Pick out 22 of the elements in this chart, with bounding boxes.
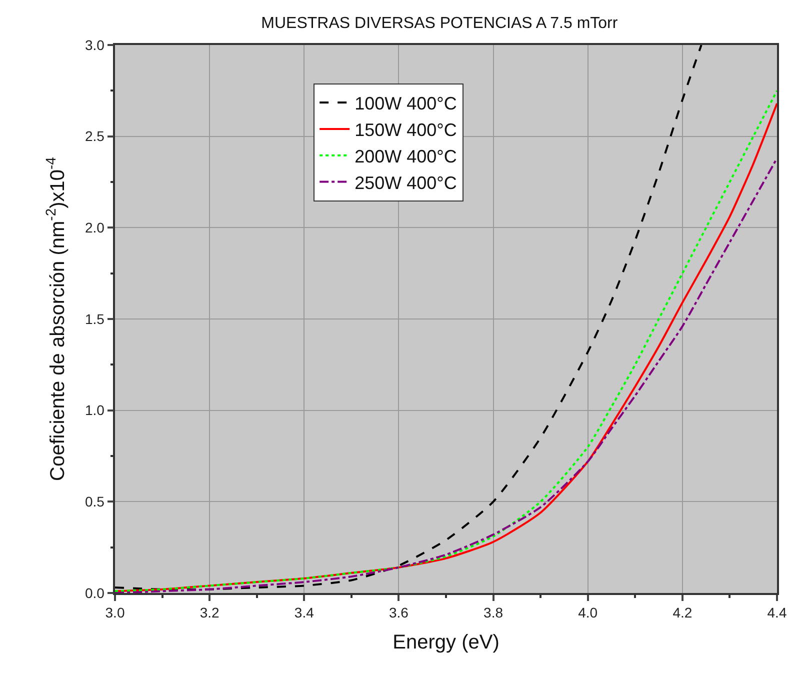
y-tick-label: 1.5	[84, 310, 105, 327]
x-tick-label: 3.8	[484, 604, 504, 621]
x-tick-label: 4.2	[672, 604, 692, 621]
x-tick-label: 3.0	[105, 604, 125, 621]
x-axis-title: Energy (eV)	[392, 632, 500, 654]
y-tick-label: 1.0	[84, 402, 105, 418]
x-tick-label: 3.6	[388, 604, 409, 621]
line-series	[115, 45, 702, 590]
x-tick-label: 3.2	[200, 604, 220, 621]
y-tick-label: 2.0	[84, 220, 105, 236]
x-tick-label: 4.0	[578, 604, 598, 621]
legend-label: 150W 400°C	[354, 120, 457, 140]
legend-label: 100W 400°C	[354, 94, 457, 114]
legend-label: 250W 400°C	[354, 172, 457, 193]
y-tick-label: 3.0	[84, 36, 105, 53]
chart-title: MUESTRAS DIVERSAS POTENCIAS A 7.5 mTorr	[261, 15, 618, 32]
y-tick-label: 0.5	[84, 494, 105, 510]
x-tick-label: 3.4	[294, 604, 314, 621]
y-tick-label: 0.0	[84, 584, 105, 601]
x-tick-label: 4.4	[767, 604, 787, 621]
legend-label: 200W 400°C	[354, 146, 457, 166]
y-tick-label: 2.5	[84, 128, 105, 144]
